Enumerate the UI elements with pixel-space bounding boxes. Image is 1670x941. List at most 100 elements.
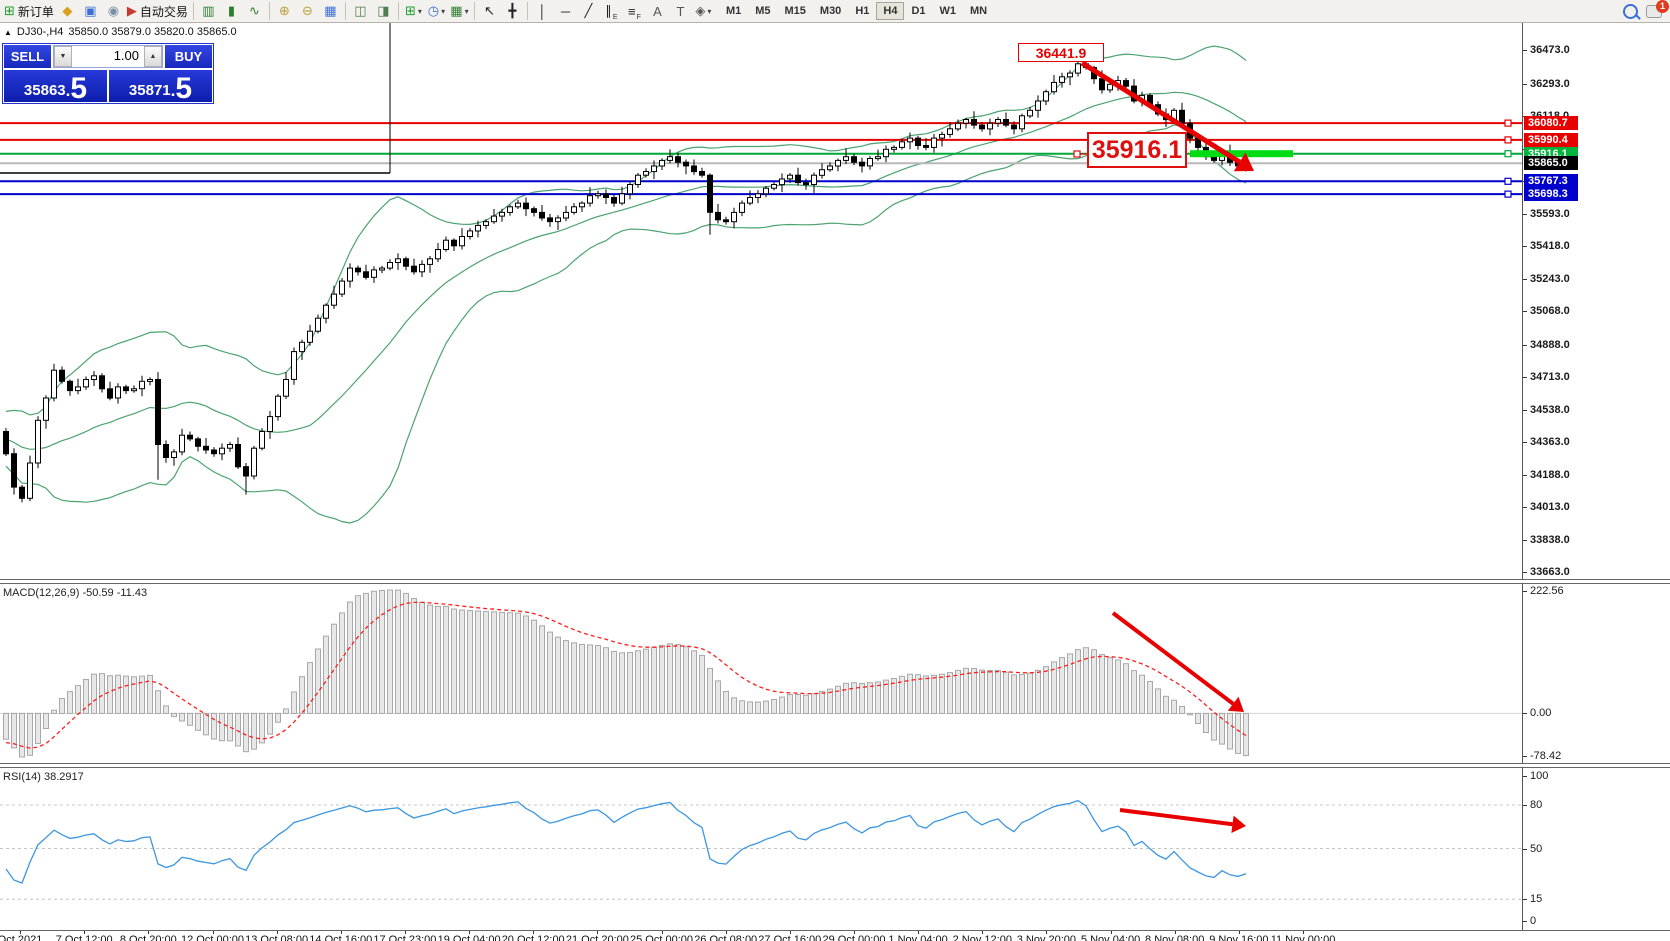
macd-histogram (3, 589, 1249, 758)
crosshair-tool-button[interactable]: ╋ (501, 1, 524, 21)
sell-price[interactable]: 35863. 5 (4, 70, 107, 104)
annotation-peak-price-label[interactable]: 36441.9 (1018, 43, 1104, 62)
timeframe-M5[interactable]: M5 (755, 5, 771, 17)
market-watch-button[interactable]: ▣ (79, 1, 102, 21)
bollinger-bands (5, 45, 1247, 524)
time-tick (918, 931, 920, 934)
bar-chart-mode-button[interactable]: ▥ (197, 1, 220, 21)
timeframe-M1[interactable]: M1 (725, 5, 742, 17)
fibonacci-tool-button[interactable]: ≡ F (628, 3, 641, 22)
time-tick (148, 931, 150, 934)
new-chart-button[interactable]: ⊞ ▾ (402, 1, 425, 21)
rsi-canvas[interactable] (0, 768, 1522, 930)
time-label: 19 Oct 04:00 (437, 934, 501, 941)
timeframe-H1[interactable]: H1 (855, 5, 870, 17)
rsi-level-lines (0, 804, 1522, 900)
rsi-downtrend-arrow[interactable] (1119, 808, 1246, 833)
time-tick (1110, 931, 1112, 934)
new-order-label: 新订单 (17, 4, 54, 19)
downtrend-arrow[interactable] (1080, 60, 1254, 172)
cursor-tool-button[interactable]: ↖ (478, 1, 501, 21)
autotrading-icon: ▶ (126, 3, 137, 18)
volume-up-icon[interactable]: ▲ (144, 46, 162, 67)
timeframe-MN[interactable]: MN (970, 5, 988, 17)
line-chart-mode-button[interactable]: ∿ (243, 1, 266, 21)
timeframe-group: M1 M5 M15 M30 H1 H4 D1 W1 MN (719, 2, 994, 20)
timeframe-W1[interactable]: W1 (939, 5, 957, 17)
chart-symbol-period: DJ30-,H4 (16, 26, 64, 38)
timeframe-M30[interactable]: M30 (819, 5, 842, 17)
tile-windows-icon: ▦ (324, 3, 337, 18)
time-label: 9 Nov 16:00 (1209, 934, 1269, 941)
indicators-list-icon: ▦ (450, 3, 463, 18)
new-order-button[interactable]: ⊞ 新订单 (2, 1, 56, 21)
cascade-windows-button[interactable]: ◨ (372, 1, 395, 21)
time-label: 26 Oct 08:00 (694, 934, 758, 941)
channel-tool-icon: ∥ (605, 3, 612, 18)
horizontal-line-tool-button[interactable]: ─ (554, 1, 577, 21)
panel-separator[interactable] (0, 579, 1670, 584)
time-axis: Oct 2021 7 Oct 12:00 8 Oct 20:00 12 Oct 00:… (0, 931, 1670, 941)
signal-icon: ◉ (107, 3, 120, 18)
candlestick-series (3, 56, 1249, 503)
rsi-panel: RSI(14) 38.2917 (0, 768, 1523, 930)
annotation-support-price-label[interactable]: 35916.1 (1087, 132, 1187, 168)
arrange-windows-button[interactable]: ◫ (349, 1, 372, 21)
time-tick (20, 931, 21, 934)
price-line-badge: 35990.4 (1524, 132, 1578, 147)
search-icon[interactable] (1623, 3, 1638, 19)
buy-button[interactable]: BUY (165, 45, 212, 68)
funnel-tool-button[interactable]: ◆ (56, 1, 79, 21)
timeframe-D1[interactable]: D1 (911, 5, 926, 17)
crosshair-tool-icon: ╋ (508, 3, 517, 18)
buy-price-main: 35871 (128, 82, 171, 99)
panel-separator[interactable] (0, 763, 1670, 768)
trendline-tool-button[interactable]: ╱ (577, 1, 600, 21)
time-tick (1046, 931, 1048, 934)
time-tick (854, 931, 855, 934)
time-tick (404, 931, 406, 934)
chat-icon[interactable]: 1 (1646, 0, 1669, 18)
line-chart-mode-icon: ∿ (248, 3, 260, 18)
timeframe-H4[interactable]: H4 (876, 2, 905, 20)
toolbar-separator (526, 2, 528, 20)
zoom-out-button[interactable]: ⊖ (296, 1, 319, 21)
zoom-in-button[interactable]: ⊕ (273, 1, 296, 21)
rsi-line (5, 799, 1247, 884)
time-label: 7 Oct 12:00 (55, 934, 113, 941)
line-handles[interactable] (1504, 119, 1512, 198)
autotrading-button[interactable]: ▶ 自动交易 (125, 1, 190, 21)
sell-button[interactable]: SELL (4, 45, 51, 68)
chart-canvas[interactable] (0, 23, 1522, 579)
cascade-windows-icon: ◨ (377, 3, 390, 18)
one-click-trading-panel: SELL ▼ 1.00 ▲ BUY 35863. 5 35871. 5 (2, 43, 214, 104)
price-line-badge: 36080.7 (1524, 116, 1578, 131)
rsi-label: RSI(14) 38.2917 (3, 771, 84, 783)
volume-spinner: ▼ 1.00 ▲ (53, 45, 163, 68)
time-label: 25 Oct 00:00 (630, 934, 693, 941)
label-tool-button[interactable]: T (669, 1, 692, 21)
profiles-icon: ◷ (427, 3, 440, 18)
time-label: 14 Oct 16:00 (309, 934, 373, 941)
support-zone-bar[interactable] (1190, 150, 1293, 158)
profiles-button[interactable]: ◷ ▾ (425, 1, 448, 21)
signal-button[interactable]: ◉ (102, 1, 125, 21)
macd-downtrend-arrow[interactable] (1111, 611, 1244, 712)
rectangle-object[interactable] (0, 23, 391, 174)
horizontal-level-lines[interactable] (0, 122, 1522, 196)
vertical-line-tool-button[interactable]: │ (531, 1, 554, 21)
buy-price[interactable]: 35871. 5 (109, 70, 212, 104)
funnel-tool-icon: ◆ (62, 3, 73, 18)
toolbar-separator (397, 2, 399, 20)
volume-down-icon[interactable]: ▼ (54, 46, 72, 67)
volume-input[interactable]: 1.00 (113, 48, 139, 63)
macd-canvas[interactable] (0, 584, 1522, 763)
channel-tool-button[interactable]: ∥ E (605, 3, 618, 21)
candlestick-mode-button[interactable]: ▮ (220, 1, 243, 21)
shapes-tool-button[interactable]: ◈ ▾ (692, 1, 715, 21)
timeframe-M15[interactable]: M15 (784, 5, 806, 17)
dropdown-arrow-icon: ▾ (441, 6, 446, 16)
text-tool-button[interactable]: A (646, 1, 669, 21)
tile-windows-button[interactable]: ▦ (319, 1, 342, 21)
indicators-list-button[interactable]: ▦ ▾ (448, 1, 471, 21)
